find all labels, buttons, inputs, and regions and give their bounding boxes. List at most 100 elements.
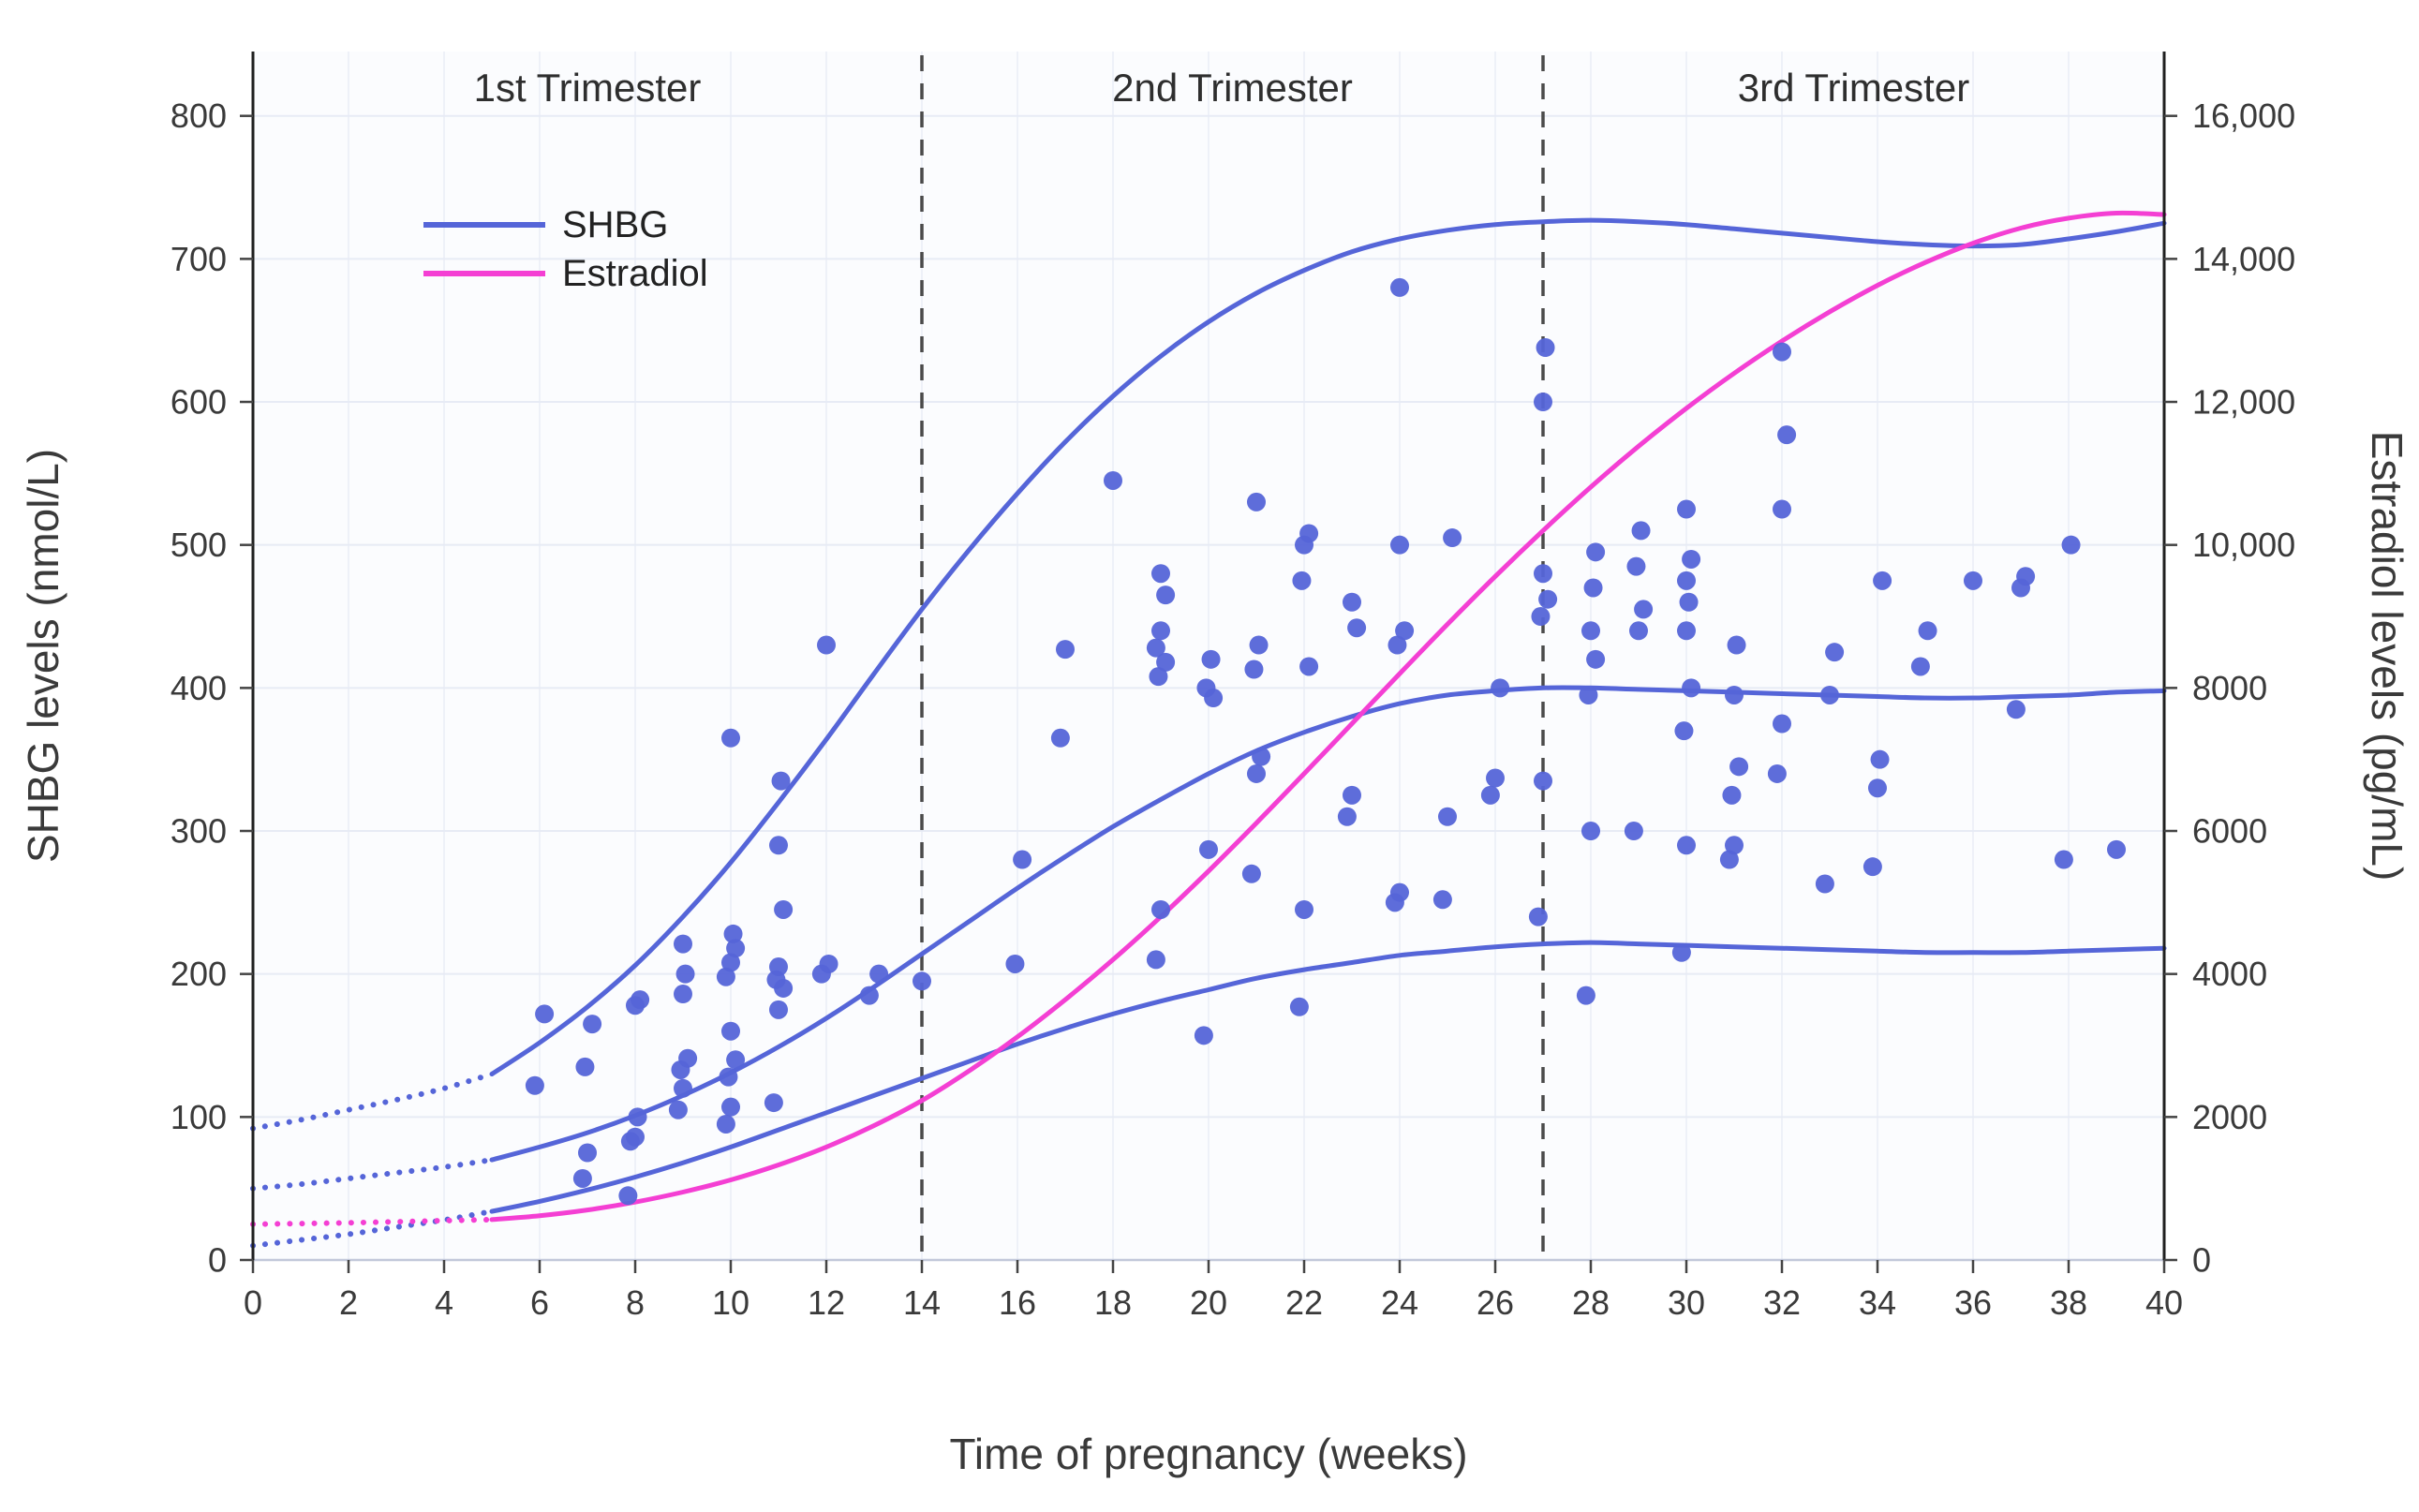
trimester-label: 3rd Trimester	[1738, 66, 1969, 110]
shbg-median-dotted-extension	[250, 1157, 495, 1192]
scatter-point	[1583, 578, 1603, 598]
scatter-point	[716, 967, 735, 986]
scatter-point	[1196, 678, 1216, 698]
scatter-point	[2107, 839, 2126, 859]
scatter-point	[1199, 839, 1218, 859]
legend-label-estradiol: Estradiol	[562, 253, 708, 294]
scatter-point	[1247, 492, 1266, 511]
scatter-point	[1531, 607, 1551, 627]
x-tick-label: 10	[712, 1283, 749, 1322]
scatter-point	[716, 1114, 735, 1134]
scatter-point	[1576, 986, 1595, 1005]
scatter-point	[774, 899, 794, 919]
x-tick-label: 4	[435, 1283, 453, 1322]
shbg-upper-curve	[489, 217, 2167, 1076]
scatter-point	[1722, 785, 1742, 805]
scatter-point	[819, 954, 838, 973]
scatter-point	[769, 957, 788, 977]
y-left-tick-label: 400	[171, 669, 227, 707]
x-tick-label: 32	[1763, 1283, 1801, 1322]
scatter-point	[1252, 747, 1271, 766]
scatter-point	[1343, 592, 1361, 612]
scatter-point	[1241, 864, 1261, 883]
scatter-point	[678, 1048, 698, 1068]
scatter-point	[626, 1127, 645, 1147]
scatter-point	[2054, 850, 2073, 869]
scatter-point	[1289, 997, 1309, 1016]
estradiol-curve	[489, 210, 2167, 1223]
y-left-axis-title: SHBG levels (nmol/L)	[19, 449, 67, 863]
scatter-point	[764, 1093, 783, 1113]
scatter-point	[1773, 499, 1791, 519]
x-tick-label: 0	[244, 1283, 262, 1322]
scatter-point	[721, 1021, 740, 1041]
x-tick-label: 6	[530, 1283, 549, 1322]
scatter-point	[1486, 768, 1505, 788]
scatter-point	[668, 1100, 688, 1119]
shbg-lower-curve	[489, 940, 2167, 1214]
scatter-point	[2006, 700, 2026, 719]
scatter-point	[1729, 757, 1749, 777]
y-right-tick-label: 12,000	[2192, 383, 2295, 422]
scatter-point	[721, 953, 740, 972]
x-tick-label: 18	[1094, 1283, 1132, 1322]
scatter-point	[1910, 657, 1930, 676]
scatter-point	[1151, 564, 1170, 584]
scatter-point	[1201, 649, 1221, 669]
scatter-point	[719, 1067, 738, 1087]
scatter-point	[1491, 678, 1510, 698]
scatter-point	[1146, 638, 1165, 658]
scatter-point	[1671, 942, 1691, 962]
scatter-point	[618, 1186, 638, 1206]
scatter-point	[675, 964, 695, 984]
scatter-point	[1432, 890, 1452, 910]
x-tick-label: 26	[1477, 1283, 1514, 1322]
scatter-point	[1295, 899, 1313, 919]
x-tick-label: 16	[999, 1283, 1036, 1322]
x-tick-label: 40	[2145, 1283, 2183, 1322]
scatter-point	[1244, 660, 1264, 679]
scatter-point	[1438, 807, 1457, 826]
scatter-point	[1390, 277, 1409, 297]
scatter-point	[1626, 556, 1646, 576]
scatter-point	[1299, 657, 1319, 676]
x-tick-label: 36	[1954, 1283, 1992, 1322]
x-tick-label: 30	[1668, 1283, 1705, 1322]
scatter-point	[1825, 643, 1845, 662]
scatter-point	[1581, 621, 1600, 641]
y-left-tick-label: 300	[171, 812, 227, 851]
y-left-tick-label: 0	[208, 1241, 227, 1280]
scatter-point	[1056, 640, 1075, 660]
scatter-point	[583, 1015, 602, 1034]
y-right-tick-label: 4000	[2192, 955, 2267, 993]
y-right-tick-label: 2000	[2192, 1098, 2267, 1136]
scatter-point	[1149, 667, 1168, 687]
y-right-axis-title: Estradiol levels (pg/mL)	[2363, 431, 2412, 882]
scatter-point	[721, 1097, 740, 1117]
scatter-point	[869, 964, 889, 984]
y-left-tick-label: 700	[171, 240, 227, 278]
scatter-point	[535, 1004, 555, 1024]
trimester-label: 1st Trimester	[474, 66, 702, 110]
scatter-point	[1679, 592, 1699, 612]
x-tick-label: 12	[808, 1283, 845, 1322]
scatter-point	[1586, 542, 1606, 562]
y-left-tick-label: 200	[171, 955, 227, 993]
scatter-point	[1534, 564, 1552, 584]
scatter-point	[1918, 621, 1937, 641]
scatter-point	[1870, 749, 1890, 769]
scatter-point	[1050, 728, 1070, 748]
scatter-point	[1873, 571, 1892, 590]
y-left-tick-label: 600	[171, 383, 227, 422]
scatter-point	[1682, 678, 1701, 698]
scatter-point	[674, 1078, 692, 1098]
scatter-point	[1677, 571, 1696, 590]
scatter-point	[1767, 763, 1787, 783]
scatter-point	[771, 771, 791, 791]
scatter-point	[723, 924, 743, 943]
scatter-point	[769, 836, 788, 855]
y-right-tick-label: 16,000	[2192, 96, 2295, 135]
scatter-point	[726, 939, 746, 958]
scatter-point	[1629, 621, 1648, 641]
scatter-point	[1528, 907, 1548, 926]
